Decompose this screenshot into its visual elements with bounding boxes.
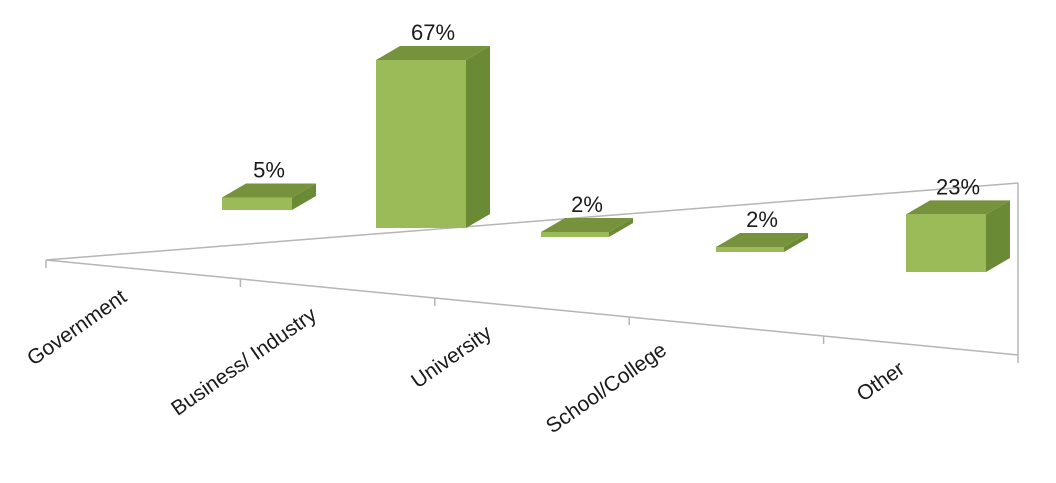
value-label-other: 23%: [936, 174, 980, 199]
bar-front-other: [906, 214, 986, 272]
value-label-university: 2%: [571, 192, 603, 217]
floor-front-edge: [45, 259, 1019, 356]
bar-top-other: [906, 200, 1010, 215]
bar-school-college: [716, 232, 808, 252]
bar-other: [906, 200, 1010, 272]
bar-top-business-industry: [376, 46, 490, 60]
bar-side-school-college: [784, 232, 808, 252]
bar-front-university: [541, 231, 609, 237]
bar-government: [222, 183, 316, 210]
category-label-group: Government Business/ Industry University…: [23, 285, 909, 438]
bar-front-government: [222, 197, 292, 210]
bar-business-industry: [376, 46, 490, 228]
bar-top-school-college: [716, 232, 808, 247]
value-label-business-industry: 67%: [411, 20, 455, 45]
category-label-government: Government: [23, 285, 131, 370]
value-label-school-college: 2%: [746, 207, 778, 232]
category-label-other: Other: [853, 357, 909, 406]
bar-university: [541, 217, 633, 237]
bar-top-government: [222, 183, 316, 198]
category-label-business-industry: Business/ Industry: [167, 303, 321, 421]
value-label-government: 5%: [253, 157, 285, 182]
bar-side-business-industry: [466, 46, 490, 228]
bar-front-school-college: [716, 246, 784, 252]
floor-back-edge: [45, 182, 1019, 261]
bar-side-university: [609, 217, 633, 237]
bar-side-government: [292, 183, 316, 210]
bar-group: [222, 46, 1010, 272]
category-label-school-college: School/College: [542, 338, 671, 438]
value-label-group: 5% 67% 2% 2% 23%: [253, 20, 980, 232]
category-label-university: University: [407, 321, 496, 393]
bar-top-university: [541, 217, 633, 232]
bar-side-other: [986, 200, 1010, 272]
bar-front-business-industry: [376, 60, 466, 228]
category-ticks: [45, 260, 1019, 363]
chart-floor: [45, 182, 1019, 356]
